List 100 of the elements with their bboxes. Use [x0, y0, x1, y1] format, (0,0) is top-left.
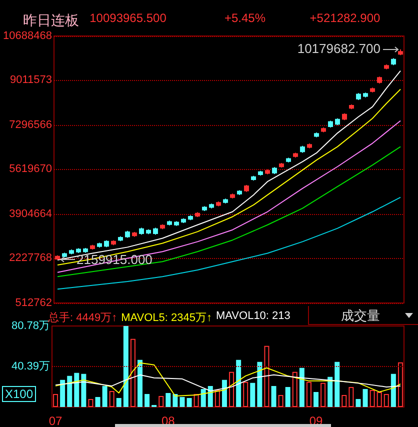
- line-series: [57, 196, 401, 290]
- candlestick: [363, 92, 368, 98]
- candlestick: [76, 248, 81, 254]
- candlestick: [125, 230, 130, 238]
- candlestick: [111, 240, 116, 246]
- candlestick: [83, 247, 88, 254]
- bar: [250, 382, 256, 407]
- line-series: [57, 146, 401, 278]
- candlestick: [167, 220, 172, 226]
- candlestick: [293, 152, 298, 158]
- y-tick-label: 9011573: [10, 74, 52, 86]
- candlestick: [370, 87, 375, 93]
- candlestick: [342, 112, 347, 121]
- candlestick: [153, 227, 158, 236]
- bar: [194, 394, 199, 407]
- candlestick: [321, 127, 326, 133]
- bar: [306, 382, 312, 407]
- candlestick: [356, 92, 361, 100]
- line-series: [55, 362, 401, 396]
- bar: [229, 372, 234, 407]
- candlestick: [97, 242, 102, 248]
- y-tick-label: 40.39万: [11, 360, 50, 372]
- text: 总手: 4449万↑: [48, 311, 118, 324]
- chart-title: 昨日连板: [23, 12, 79, 28]
- bar: [299, 368, 304, 407]
- bar: [370, 390, 375, 407]
- candlestick: [55, 254, 60, 260]
- text: X100: [2, 386, 36, 402]
- candlestick: [209, 203, 214, 209]
- candlestick: [398, 48, 403, 56]
- bar: [186, 398, 192, 407]
- bar: [257, 362, 262, 407]
- bar: [172, 394, 178, 407]
- candlestick: [62, 252, 67, 258]
- bar: [60, 380, 66, 407]
- text: 10093965.500: [90, 11, 166, 25]
- bar: [314, 392, 318, 407]
- bar: [328, 376, 333, 407]
- candlestick: [90, 244, 95, 250]
- y-tick-label: 3904664: [9, 208, 52, 220]
- bar: [390, 374, 396, 407]
- bar: [166, 392, 171, 407]
- candlestick: [230, 193, 235, 199]
- bar: [144, 394, 150, 407]
- candlestick: [146, 228, 151, 235]
- candlestick: [314, 132, 319, 138]
- y-tick-label: 80.78万: [11, 320, 50, 332]
- candlestick: [265, 169, 270, 175]
- bar: [214, 390, 220, 407]
- candlestick: [132, 231, 137, 238]
- bar: [342, 394, 347, 407]
- text: MAVOL5: 2345万↑: [121, 311, 212, 325]
- candlestick: [258, 170, 263, 176]
- candlestick: [384, 64, 389, 70]
- bar: [334, 362, 340, 407]
- bar: [362, 388, 368, 407]
- candlestick: [307, 143, 312, 149]
- text: +521282.900: [310, 11, 380, 25]
- line-series: [55, 374, 401, 392]
- candlestick: [216, 201, 221, 207]
- dropdown: 成交量: [308, 306, 418, 325]
- bar: [398, 362, 403, 407]
- bar: [356, 398, 361, 407]
- candlestick: [391, 58, 396, 66]
- bar: [74, 372, 80, 407]
- bar: [384, 394, 389, 407]
- bar: [264, 346, 270, 407]
- annotation: 10179682.700: [297, 41, 380, 56]
- candlestick: [279, 162, 284, 168]
- candlestick: [160, 224, 165, 230]
- bar: [123, 326, 128, 407]
- candlestick: [69, 249, 74, 255]
- candlestick: [202, 206, 207, 212]
- bar: [271, 386, 276, 407]
- bar: [88, 398, 94, 407]
- candlestick: [118, 236, 123, 242]
- candlestick: [286, 157, 291, 163]
- candlestick: [195, 212, 200, 218]
- y-tick-label: 2227768: [9, 252, 52, 264]
- candlestick: [223, 198, 228, 204]
- y-tick-label: 5619670: [9, 163, 52, 175]
- bar: [109, 390, 114, 407]
- text: +5.45%: [224, 11, 266, 25]
- candlestick: [244, 184, 249, 192]
- bar: [53, 394, 58, 407]
- bar: [180, 396, 185, 407]
- bar: [200, 388, 206, 407]
- bar: [222, 380, 227, 407]
- candlestick: [181, 218, 186, 224]
- line-series: [57, 120, 401, 273]
- candlestick: [237, 190, 242, 196]
- bar: [130, 338, 136, 407]
- candlestick: [377, 76, 382, 84]
- candlestick: [139, 227, 144, 236]
- text: MAVOL10: 213: [216, 310, 290, 322]
- bar: [236, 360, 242, 407]
- bar: [67, 376, 72, 407]
- bar: [138, 360, 142, 407]
- candlestick: [174, 220, 179, 226]
- candlestick: [300, 145, 305, 154]
